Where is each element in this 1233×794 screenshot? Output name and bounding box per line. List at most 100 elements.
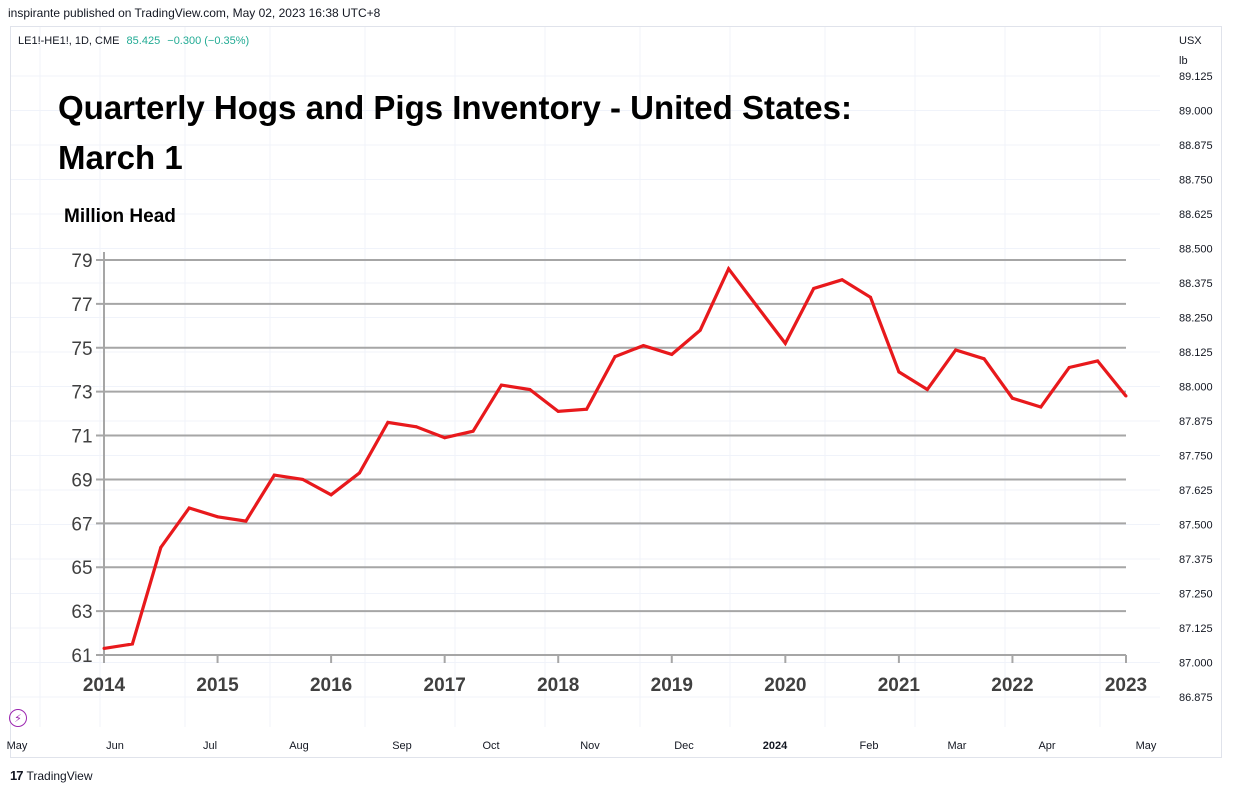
data-point <box>1067 366 1071 370</box>
data-point <box>528 387 532 391</box>
time-label: Dec <box>674 740 694 752</box>
symbol-legend[interactable]: LE1!-HE1!, 1D, CME 85.425 −0.300 (−0.35%… <box>18 35 249 47</box>
data-point <box>1010 396 1014 400</box>
time-label: Sep <box>392 740 412 752</box>
data-point <box>386 420 390 424</box>
y-tick-label: 69 <box>71 470 92 491</box>
x-tick-label: 2018 <box>537 675 579 696</box>
price-label: 88.000 <box>1179 382 1213 394</box>
last-price: 85.425 <box>126 35 161 47</box>
y-tick-label: 65 <box>71 558 92 579</box>
price-scale[interactable]: 89.125 89.000 88.875 88.750 88.625 88.500 88.3… <box>1179 71 1213 704</box>
price-label: 87.875 <box>1179 416 1213 428</box>
price-label: 88.250 <box>1179 313 1213 325</box>
time-label: Feb <box>860 740 879 752</box>
x-tick-label: 2020 <box>764 675 806 696</box>
data-point <box>698 328 702 332</box>
x-tick-label: 2019 <box>651 675 693 696</box>
price-label: 88.125 <box>1179 347 1213 359</box>
time-label: Nov <box>580 740 600 752</box>
price-label: 86.875 <box>1179 692 1213 704</box>
data-point <box>641 344 645 348</box>
data-point <box>727 267 731 271</box>
data-point <box>556 409 560 413</box>
y-tick-label: 75 <box>71 339 92 360</box>
tradingview-brand: TradingView <box>26 768 93 783</box>
data-point <box>216 515 220 519</box>
data-point <box>982 357 986 361</box>
chart-title-line-2: March 1 <box>58 139 183 176</box>
price-label: 88.875 <box>1179 140 1213 152</box>
data-point <box>102 646 106 650</box>
unit-label: lb <box>1179 55 1188 67</box>
x-tick-label: 2015 <box>196 675 239 696</box>
time-label: May <box>1136 740 1157 752</box>
price-label: 88.500 <box>1179 244 1213 256</box>
price-label: 87.625 <box>1179 485 1213 497</box>
y-tick-label: 67 <box>71 514 92 535</box>
symbol-name: LE1!-HE1!, 1D, CME <box>18 35 120 47</box>
y-tick-label: 61 <box>71 646 92 667</box>
price-label: 88.375 <box>1179 278 1213 290</box>
lightning-icon[interactable]: ⚡ <box>9 709 27 727</box>
data-point <box>499 383 503 387</box>
price-label: 87.250 <box>1179 589 1213 601</box>
data-point <box>613 355 617 359</box>
data-point <box>1096 359 1100 363</box>
x-tick-labels: 2014 2015 2016 2017 2018 2019 2020 2021 2022 2023 <box>83 675 1147 696</box>
data-point <box>840 278 844 282</box>
series-group <box>102 265 1128 650</box>
embedded-chart: Quarterly Hogs and Pigs Inventory - Unit… <box>58 89 1147 696</box>
price-label: 88.625 <box>1179 209 1213 221</box>
time-label: Aug <box>289 740 309 752</box>
pane-grid <box>11 27 1160 727</box>
data-point <box>1039 405 1043 409</box>
data-point <box>812 287 816 291</box>
chart-title-line-1: Quarterly Hogs and Pigs Inventory - Unit… <box>58 89 852 126</box>
y-tick-label: 63 <box>71 602 92 623</box>
time-label: Oct <box>482 740 499 752</box>
x-tick-label: 2017 <box>424 675 466 696</box>
chart-frame <box>10 26 1222 758</box>
y-tick-label: 73 <box>71 383 92 404</box>
time-label: May <box>7 740 28 752</box>
time-label: Jun <box>106 740 124 752</box>
tradingview-logo[interactable]: 17 TradingView <box>10 768 93 783</box>
y-tick-label: 71 <box>71 427 92 448</box>
data-point <box>1124 394 1128 398</box>
data-point <box>925 387 929 391</box>
time-label: Apr <box>1038 740 1055 752</box>
price-label: 87.375 <box>1179 554 1213 566</box>
data-point <box>471 429 475 433</box>
data-point <box>954 348 958 352</box>
time-scale[interactable]: May Jun Jul Aug Sep Oct Nov Dec 2024 Feb Mar Apr May <box>7 740 1157 752</box>
data-point <box>670 352 674 356</box>
price-label: 87.500 <box>1179 520 1213 532</box>
data-point <box>130 642 134 646</box>
data-point <box>755 304 759 308</box>
data-point <box>783 341 787 345</box>
y-axis-label: Million Head <box>64 206 176 227</box>
data-point <box>244 519 248 523</box>
x-tick-label: 2022 <box>991 675 1033 696</box>
data-point <box>585 407 589 411</box>
x-tick-label: 2016 <box>310 675 352 696</box>
data-point <box>329 493 333 497</box>
price-label: 87.000 <box>1179 658 1213 670</box>
price-label: 88.750 <box>1179 175 1213 187</box>
series-line <box>103 265 1128 650</box>
price-label: 87.750 <box>1179 451 1213 463</box>
y-tick-label: 79 <box>71 251 92 272</box>
data-point <box>358 471 361 475</box>
x-tick-label: 2023 <box>1105 675 1147 696</box>
tradingview-logo-icon: 17 <box>10 768 24 783</box>
x-tick-label: 2021 <box>878 675 921 696</box>
time-label: 2024 <box>763 740 788 752</box>
data-point <box>272 473 276 477</box>
chart-gridlines <box>96 252 1127 663</box>
data-point <box>301 477 305 481</box>
price-label: 87.125 <box>1179 623 1213 635</box>
data-point <box>159 545 163 549</box>
price-change: −0.300 (−0.35%) <box>167 35 250 47</box>
